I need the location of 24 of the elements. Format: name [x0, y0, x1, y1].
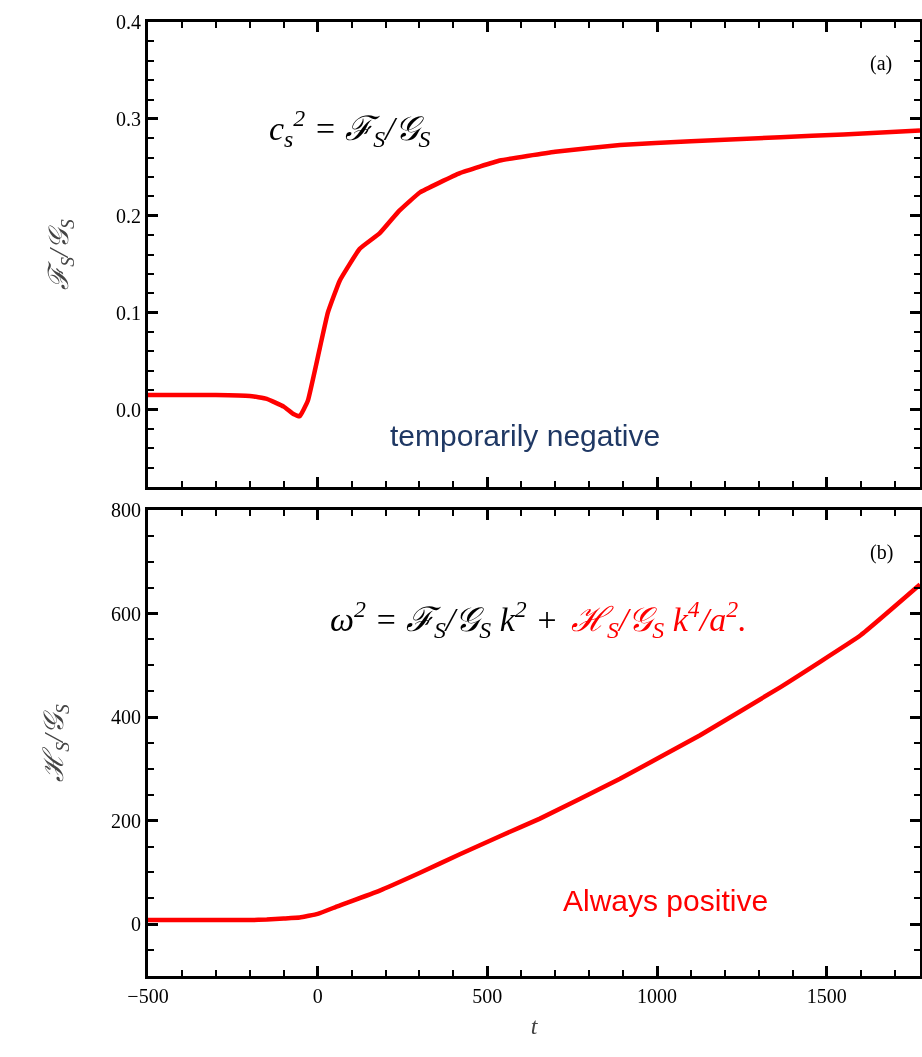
y-tick-label: 600	[111, 602, 141, 625]
x-tick-label: 500	[472, 985, 503, 1007]
x-tick-label: 1500	[806, 985, 847, 1007]
y-tick-label: 400	[111, 706, 141, 729]
text: ℋ$_{S}$/𝒢$_{S}$ k$^{4}$/a$^{2}$.	[571, 596, 747, 644]
y-tick-label: 0.4	[116, 11, 141, 33]
annotation: c$_{s}$$^{2}$ = ℱ$_{S}$/𝒢$_{S}$	[269, 105, 431, 153]
line-series	[148, 582, 920, 923]
y-tick-label: 0.2	[116, 204, 141, 227]
annotation: Always positive	[563, 884, 769, 917]
annotation: temporarily negative	[390, 419, 661, 452]
text: ω$^{2}$ = ℱ$_{S}$/𝒢$_{S}$ k$^{2}$ +	[330, 596, 559, 644]
x-tick-label: −500	[127, 985, 169, 1007]
y-tick-label: 0.1	[116, 301, 141, 324]
y-tick-label: 0.3	[116, 107, 141, 130]
x-axis-title: t	[530, 1013, 539, 1040]
annotation: (a)	[870, 52, 893, 75]
y-tick-label: 200	[111, 809, 141, 832]
y-tick-label: 0	[131, 913, 141, 936]
x-tick-label: 1000	[637, 985, 678, 1007]
y-tick-label: 0.0	[116, 398, 141, 421]
y-tick-label: 800	[111, 499, 141, 521]
x-tick-label: 0	[312, 985, 323, 1007]
annotation: (b)	[870, 541, 894, 564]
